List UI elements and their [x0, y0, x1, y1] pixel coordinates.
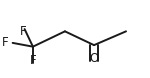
Text: F: F: [2, 36, 8, 49]
Text: F: F: [20, 25, 26, 38]
Text: F: F: [30, 54, 36, 67]
Text: O: O: [89, 52, 99, 65]
